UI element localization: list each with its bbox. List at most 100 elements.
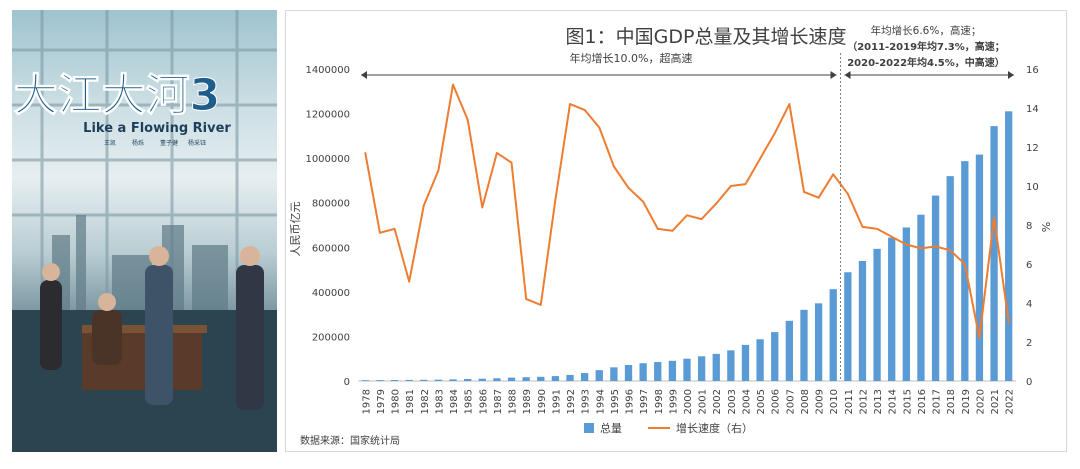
x-tick-label: 2014 <box>888 389 899 414</box>
x-tick-label: 1987 <box>493 389 504 414</box>
bar-gdp-1982 <box>420 379 428 381</box>
x-tick-label: 2009 <box>815 389 826 414</box>
bar-gdp-2017 <box>931 195 940 381</box>
x-tick-label: 1993 <box>581 389 592 414</box>
bar-gdp-1992 <box>566 374 574 381</box>
growth-point-2022 <box>1007 321 1010 324</box>
x-tick-label: 2019 <box>961 389 972 414</box>
y2-tick-label: 12 <box>1026 143 1039 154</box>
growth-point-1988 <box>510 161 513 164</box>
x-tick-label: 2005 <box>756 389 767 414</box>
x-tick-label: 2001 <box>698 389 709 414</box>
bar-gdp-2001 <box>697 356 706 381</box>
growth-point-1979 <box>379 232 381 234</box>
legend-label-gdp: 总量 <box>600 421 622 435</box>
bar-gdp-1983 <box>434 379 443 381</box>
growth-point-1997 <box>642 200 644 203</box>
data-source: 数据来源：国家统计局 <box>300 434 400 447</box>
growth-point-1978 <box>364 152 367 154</box>
x-tick-label: 1986 <box>478 389 489 414</box>
x-tick-label: 1996 <box>625 389 636 414</box>
bar-gdp-2005 <box>756 339 764 381</box>
bar-gdp-1987 <box>493 378 501 381</box>
bar-gdp-1989 <box>522 377 530 381</box>
growth-point-1998 <box>656 228 659 230</box>
x-tick-label: 1978 <box>361 389 372 414</box>
x-tick-label: 2017 <box>932 389 943 414</box>
x-tick-label: 1997 <box>639 389 650 414</box>
bar-gdp-2006 <box>771 332 779 381</box>
poster-cast-name: 杨烁 <box>132 139 144 147</box>
arrowhead <box>830 71 837 79</box>
growth-point-2018 <box>949 249 951 252</box>
legend-label-growth: 增长速度（右） <box>676 421 753 435</box>
y2-tick-label: 4 <box>1026 299 1032 310</box>
y-tick-label: 1000000 <box>305 154 350 165</box>
x-tick-label: 1991 <box>551 389 562 414</box>
y-tick-label: 200000 <box>312 332 350 343</box>
bar-gdp-2008 <box>800 309 808 381</box>
bar-gdp-2020 <box>975 154 984 381</box>
growth-point-2014 <box>890 235 893 238</box>
y-tick-label: 400000 <box>312 288 350 299</box>
annotation-period-2-line1: 年均增长6.6%，高速； <box>871 24 982 37</box>
bar-gdp-2012 <box>858 260 867 381</box>
y2-tick-label: 16 <box>1026 65 1039 76</box>
drama-poster: 大江大河3 Like a Flowing River 王凯 杨烁 董子健 杨采钰 <box>12 10 277 452</box>
bar-gdp-1998 <box>654 362 662 381</box>
growth-point-2017 <box>934 245 937 248</box>
growth-point-2019 <box>964 263 966 265</box>
chart-title: 图1：中国GDP总量及其增长速度 <box>566 26 847 48</box>
x-tick-label: 2002 <box>712 389 723 414</box>
bar-gdp-2014 <box>888 237 896 381</box>
x-tick-label: 1998 <box>654 389 665 414</box>
growth-point-1983 <box>437 169 440 172</box>
growth-point-2004 <box>744 183 747 185</box>
bar-gdp-2011 <box>844 272 852 381</box>
bar-gdp-1979 <box>376 380 384 381</box>
bar-gdp-2007 <box>785 320 794 381</box>
x-tick-label: 2008 <box>800 389 811 414</box>
growth-point-2008 <box>803 191 805 193</box>
x-tick-label: 2011 <box>844 389 855 414</box>
y2-tick-label: 0 <box>1026 377 1032 388</box>
y2-axis-label: % <box>1040 222 1053 232</box>
y-tick-label: 600000 <box>312 243 350 254</box>
growth-point-2001 <box>700 218 703 220</box>
growth-point-2009 <box>817 196 820 199</box>
y2-tick-label: 2 <box>1026 338 1032 349</box>
x-tick-label: 1992 <box>566 389 577 414</box>
growth-point-2005 <box>759 157 761 160</box>
bar-gdp-1984 <box>449 379 457 381</box>
bar-gdp-1993 <box>580 373 589 381</box>
y-tick-label: 0 <box>344 377 350 388</box>
x-tick-label: 2016 <box>917 389 928 414</box>
growth-point-2013 <box>876 228 878 230</box>
y2-tick-label: 10 <box>1026 182 1039 193</box>
growth-point-2002 <box>715 202 718 205</box>
bar-gdp-2018 <box>946 176 954 381</box>
y2-tick-label: 8 <box>1026 221 1032 232</box>
x-tick-label: 2018 <box>946 389 957 414</box>
x-tick-label: 2020 <box>975 389 986 414</box>
x-tick-label: 1981 <box>405 389 416 414</box>
growth-point-1984 <box>452 83 454 86</box>
bar-gdp-1981 <box>405 379 413 381</box>
x-tick-label: 2003 <box>727 389 738 414</box>
growth-point-1993 <box>583 109 586 111</box>
x-tick-label: 1984 <box>449 389 460 414</box>
growth-point-1994 <box>598 126 601 129</box>
growth-point-1995 <box>613 165 615 168</box>
growth-point-2012 <box>861 226 864 228</box>
bar-gdp-1985 <box>464 378 472 381</box>
growth-point-1987 <box>496 152 498 154</box>
gdp-chart-panel: 图1：中国GDP总量及其增长速度 人民币亿元 % 0 200000 400000 60… <box>285 10 1067 452</box>
poster-subtitle: Like a Flowing River <box>83 121 231 136</box>
poster-title: 大江大河3 <box>14 70 221 121</box>
bar-gdp-2003 <box>727 350 735 381</box>
y-axis-label: 人民币亿元 <box>289 202 302 257</box>
bar-gdp-1978 <box>361 380 369 381</box>
growth-point-1992 <box>569 103 571 105</box>
bar-gdp-2004 <box>741 344 750 381</box>
legend-swatch-gdp <box>584 423 594 433</box>
